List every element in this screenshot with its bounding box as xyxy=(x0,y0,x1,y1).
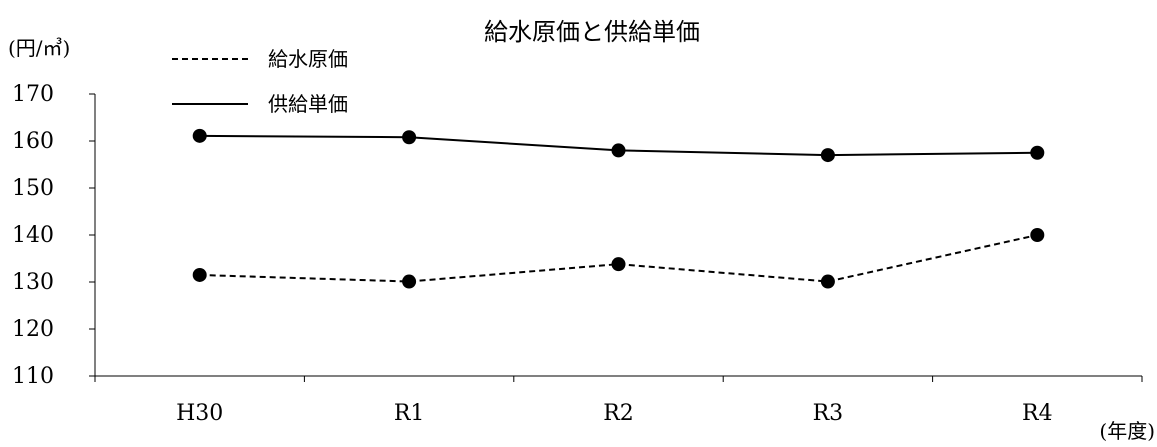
y-tick-label: 140 xyxy=(12,223,54,248)
y-tick-label: 160 xyxy=(12,129,54,154)
x-tick-label: H30 xyxy=(176,401,223,426)
data-point xyxy=(611,143,626,158)
y-tick-label: 120 xyxy=(12,317,54,342)
series-line-1 xyxy=(199,234,1038,283)
legend-label-2: 供給単価 xyxy=(268,92,348,116)
series-layer xyxy=(192,128,1045,289)
y-tick-label: 150 xyxy=(12,176,54,201)
data-point xyxy=(402,274,417,289)
data-point xyxy=(402,130,417,145)
x-tick-label: R2 xyxy=(603,401,634,426)
data-point xyxy=(1030,228,1045,242)
data-point xyxy=(611,257,626,272)
y-tick-label: 170 xyxy=(12,82,54,107)
data-point xyxy=(192,128,207,143)
y-axis-label: (円/㎥) xyxy=(8,36,70,60)
data-point xyxy=(1030,145,1045,160)
y-tick-label: 130 xyxy=(12,270,54,295)
legend-label-1: 給水原価 xyxy=(268,47,348,71)
x-axis-label: (年度) xyxy=(1099,419,1155,443)
axes: 110 120 130 140 150 160 170 H30 R1 R2 R3 R4 xyxy=(12,82,1143,426)
x-tick-label: R1 xyxy=(394,401,425,426)
data-point xyxy=(820,148,835,163)
chart-title: 給水原価と供給単価 xyxy=(484,18,700,46)
data-point xyxy=(820,274,835,289)
y-tick-label: 110 xyxy=(12,364,54,389)
x-tick-label: R4 xyxy=(1022,401,1053,426)
data-point xyxy=(192,267,207,282)
x-tick-label: R3 xyxy=(813,401,844,426)
